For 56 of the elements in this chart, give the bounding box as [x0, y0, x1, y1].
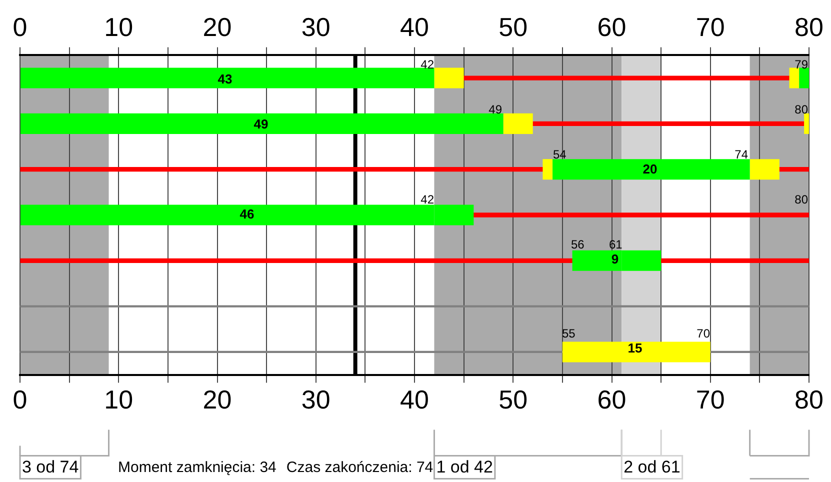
bar: [463, 76, 790, 80]
x-tick-label: 60: [597, 384, 626, 415]
x2-tick-label: 50: [498, 12, 528, 42]
annotation: 70: [696, 326, 710, 340]
x2-tick-label: 30: [301, 12, 330, 42]
bar: [779, 167, 809, 172]
bar: [20, 68, 434, 88]
annotation: 74: [734, 147, 748, 162]
x2-tick-label: 40: [400, 12, 429, 42]
x2-tick-label: 20: [202, 12, 232, 42]
annotation: 43: [218, 72, 232, 87]
annotation: 49: [254, 116, 268, 132]
bar: [562, 342, 710, 362]
bar: [503, 113, 533, 134]
annotation: 80: [794, 102, 808, 116]
annotation: 80: [794, 192, 808, 206]
annotation: 46: [240, 206, 254, 222]
bar: [542, 159, 553, 180]
legend-label: 1 od 42: [436, 457, 493, 476]
x-tick-label: 70: [696, 384, 725, 415]
x2-tick-label: 70: [696, 12, 725, 42]
bar: [804, 113, 809, 134]
x-tick-label: 20: [202, 384, 232, 415]
annotation: 49: [488, 102, 502, 116]
bar: [20, 113, 504, 134]
annotation: 20: [642, 162, 658, 177]
annotation: 9: [611, 252, 619, 267]
x-tick-label: 80: [794, 384, 824, 415]
bar: [552, 159, 750, 180]
annotation: 42: [420, 57, 434, 72]
x2-tick-label: 60: [597, 12, 626, 42]
x2-tick-label: 10: [104, 12, 134, 42]
annotation: 56: [571, 237, 585, 252]
bar: [20, 258, 573, 263]
x-tick-label: 10: [104, 384, 134, 415]
legend-label: 2 od 61: [624, 457, 680, 476]
bar: [20, 167, 544, 172]
text: Czas zakończenia: 74: [286, 458, 434, 476]
x-tick-label: 50: [498, 384, 528, 415]
bar: [750, 159, 780, 180]
bar: [434, 68, 464, 88]
bar: [799, 68, 809, 88]
bar: [532, 121, 804, 126]
annotation: 79: [794, 57, 808, 72]
annotation: 15: [628, 340, 642, 356]
x-tick-label: 30: [301, 384, 330, 415]
bar: [660, 258, 809, 263]
bar: [473, 212, 809, 218]
x2-tick-label: 80: [794, 12, 824, 42]
bar: [789, 68, 800, 88]
ref-line-label: Moment zamknięcia: 34: [118, 458, 276, 476]
x-tick-label: 40: [400, 384, 429, 415]
annotation: 42: [420, 192, 434, 206]
x-tick-label: 0: [12, 384, 28, 415]
legend-label: 3 od 74: [22, 457, 79, 476]
x2-tick-label: 0: [12, 12, 28, 42]
